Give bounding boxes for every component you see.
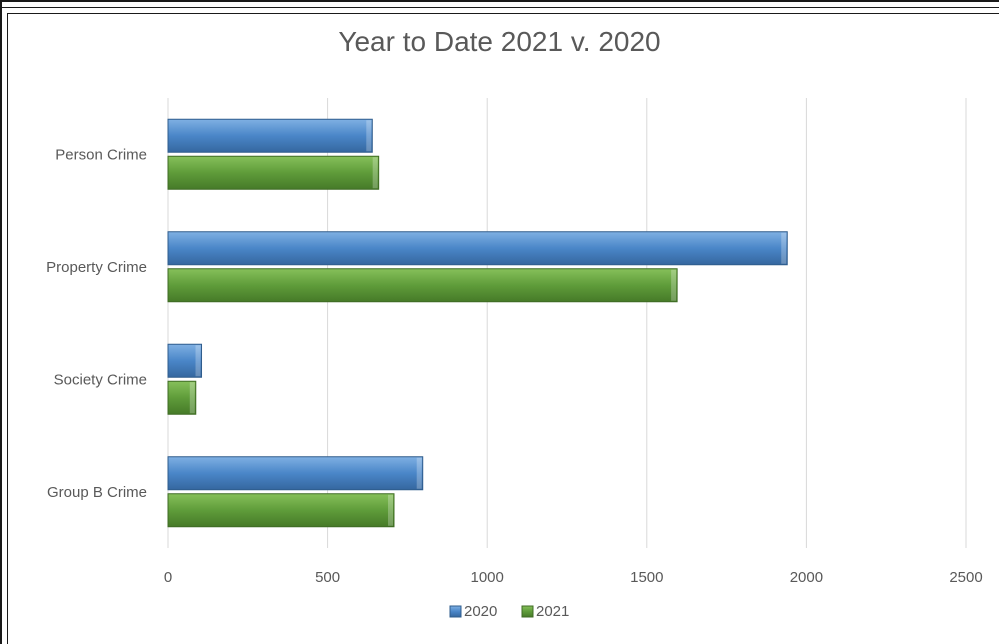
chart-area xyxy=(7,13,999,644)
bar-2020-property-crime xyxy=(167,231,788,266)
top-border-strip xyxy=(0,0,999,8)
bar-bevel xyxy=(189,382,195,414)
bar-2020-person-crime xyxy=(167,118,373,153)
legend-label-2020: 2020 xyxy=(464,603,497,620)
x-tick-label: 0 xyxy=(164,569,172,586)
bar-bevel xyxy=(195,345,201,377)
category-label: Society Crime xyxy=(54,371,147,388)
x-tick-label: 1000 xyxy=(471,569,504,586)
chart-title: Year to Date 2021 v. 2020 xyxy=(338,26,661,57)
bar-2021-group-b-crime xyxy=(167,493,395,528)
bar-2021-society-crime xyxy=(167,380,197,415)
bar-2021-person-crime xyxy=(167,155,380,190)
x-tick-label: 1500 xyxy=(630,569,663,586)
bar-bevel xyxy=(416,457,422,489)
bar-2020-group-b-crime xyxy=(167,456,424,491)
bar-bevel xyxy=(671,269,677,301)
bars xyxy=(167,118,788,528)
x-tick-label: 500 xyxy=(315,569,340,586)
bar-bevel xyxy=(387,494,393,526)
legend-swatch-2020 xyxy=(449,605,462,618)
x-tick-labels: 0 500 1000 1500 2000 2500 xyxy=(164,569,983,586)
bar-bevel xyxy=(781,232,787,264)
legend-label-2021: 2021 xyxy=(536,603,569,620)
bar-bevel xyxy=(372,157,378,189)
legend: 2020 2021 xyxy=(449,603,569,620)
legend-swatch-2021 xyxy=(521,605,534,618)
x-tick-label: 2000 xyxy=(790,569,823,586)
category-label: Person Crime xyxy=(55,146,147,163)
bar-bevel xyxy=(366,120,372,152)
bar-2020-society-crime xyxy=(167,343,203,378)
x-tick-label: 2500 xyxy=(949,569,982,586)
category-labels: Person Crime Property Crime Society Crime G… xyxy=(46,146,147,501)
category-label: Group B Crime xyxy=(47,484,147,501)
category-label: Property Crime xyxy=(46,259,147,276)
bar-2021-property-crime xyxy=(167,268,678,303)
